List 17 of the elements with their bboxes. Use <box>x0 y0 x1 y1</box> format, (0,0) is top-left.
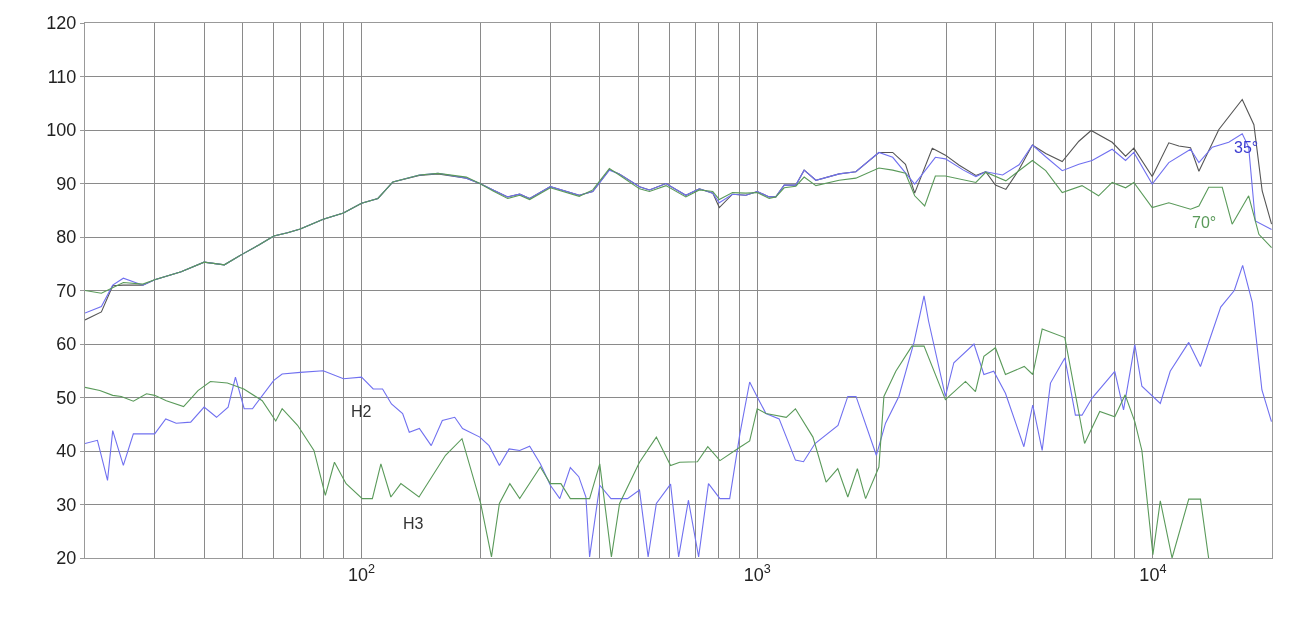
x-tick-label: 10$^{2}$ <box>348 562 376 585</box>
y-tick-label: 50 <box>56 387 77 408</box>
y-tick-label: 70 <box>56 280 77 301</box>
y-tick-label: 30 <box>56 494 77 515</box>
series-label: 35° <box>1234 139 1259 156</box>
series-label: 70° <box>1192 214 1217 231</box>
y-tick-label: 100 <box>46 120 77 141</box>
y-tick-label: 110 <box>47 66 77 87</box>
series-label: H3 <box>403 515 424 532</box>
x-tick-label: 10$^{4}$ <box>1139 562 1167 585</box>
y-tick-label: 120 <box>46 13 77 34</box>
x-tick-label: 10$^{3}$ <box>743 562 771 585</box>
y-tick-label: 40 <box>56 441 77 462</box>
y-tick-label: 20 <box>56 548 77 569</box>
y-tick-label: 80 <box>56 227 77 248</box>
y-tick-label: 90 <box>56 173 77 194</box>
y-tick-label: 60 <box>56 334 77 355</box>
